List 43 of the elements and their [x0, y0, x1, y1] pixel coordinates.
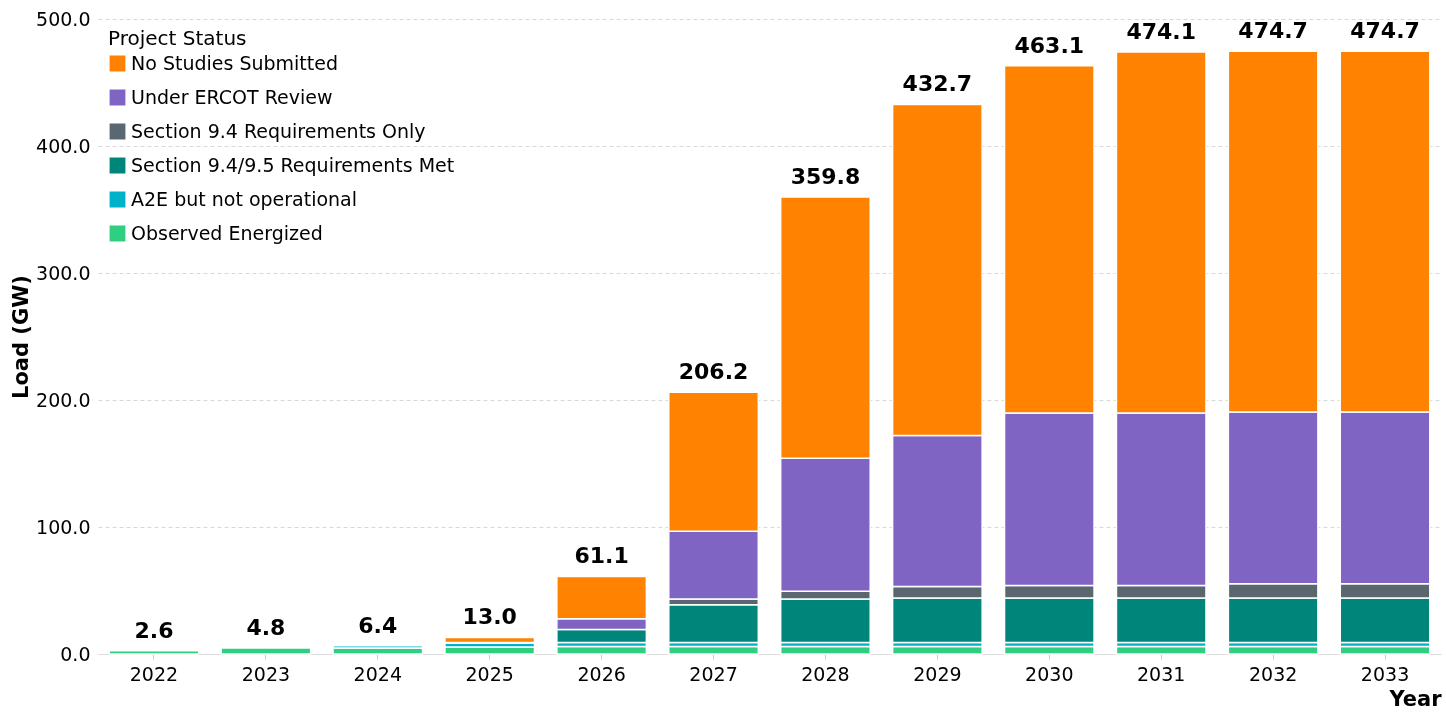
legend-label: Section 9.4 Requirements Only: [131, 119, 426, 142]
y-tick-label: 0.0: [60, 642, 91, 665]
x-tick-label: 2031: [1137, 662, 1186, 685]
bar: [108, 649, 200, 655]
y-tick-label: 400.0: [36, 134, 91, 157]
total-label: 474.7: [1350, 18, 1420, 44]
y-tick-label: 500.0: [36, 7, 91, 30]
x-axis-title: Year: [1388, 686, 1443, 711]
total-label: 4.8: [246, 614, 286, 640]
total-label: 2.6: [134, 617, 174, 643]
x-tick-label: 2026: [577, 662, 626, 685]
y-tick-label: 300.0: [36, 261, 91, 284]
total-label: 206.2: [678, 359, 749, 385]
total-label: 474.1: [1126, 18, 1197, 44]
x-tick-label: 2029: [913, 662, 962, 685]
y-tick-label: 200.0: [36, 388, 91, 411]
total-label: 6.4: [358, 612, 398, 638]
total-label: 432.7: [902, 71, 973, 97]
total-label: 474.7: [1238, 18, 1308, 44]
total-label: 463.1: [1014, 32, 1085, 58]
x-tick-label: 2030: [1025, 662, 1074, 685]
bar: [220, 647, 312, 655]
legend-label: A2E but not operational: [131, 187, 358, 210]
x-tick-label: 2025: [465, 662, 514, 685]
x-tick-label: 2023: [241, 662, 291, 685]
legend-label: No Studies Submitted: [131, 51, 338, 74]
total-label: 359.8: [790, 164, 861, 190]
total-label: 13.0: [462, 604, 517, 630]
legend-title: Project Status: [108, 26, 247, 50]
legend-label: Observed Energized: [131, 221, 323, 244]
legend-label: Under ERCOT Review: [131, 85, 333, 108]
x-tick-label: 2032: [1248, 662, 1298, 685]
bar: [668, 604, 760, 644]
x-tick-label: 2028: [801, 662, 850, 685]
x-tick-label: 2033: [1360, 662, 1410, 685]
bar: [444, 636, 536, 644]
x-tick-label: 2024: [353, 662, 402, 685]
legend-label: Section 9.4/9.5 Requirements Met: [131, 153, 455, 176]
x-tick-label: 2027: [689, 662, 738, 685]
x-tick-label: 2022: [129, 662, 179, 685]
y-tick-label: 100.0: [36, 515, 91, 538]
y-axis-title: Load (GW): [9, 275, 34, 399]
total-label: 61.1: [574, 543, 629, 569]
